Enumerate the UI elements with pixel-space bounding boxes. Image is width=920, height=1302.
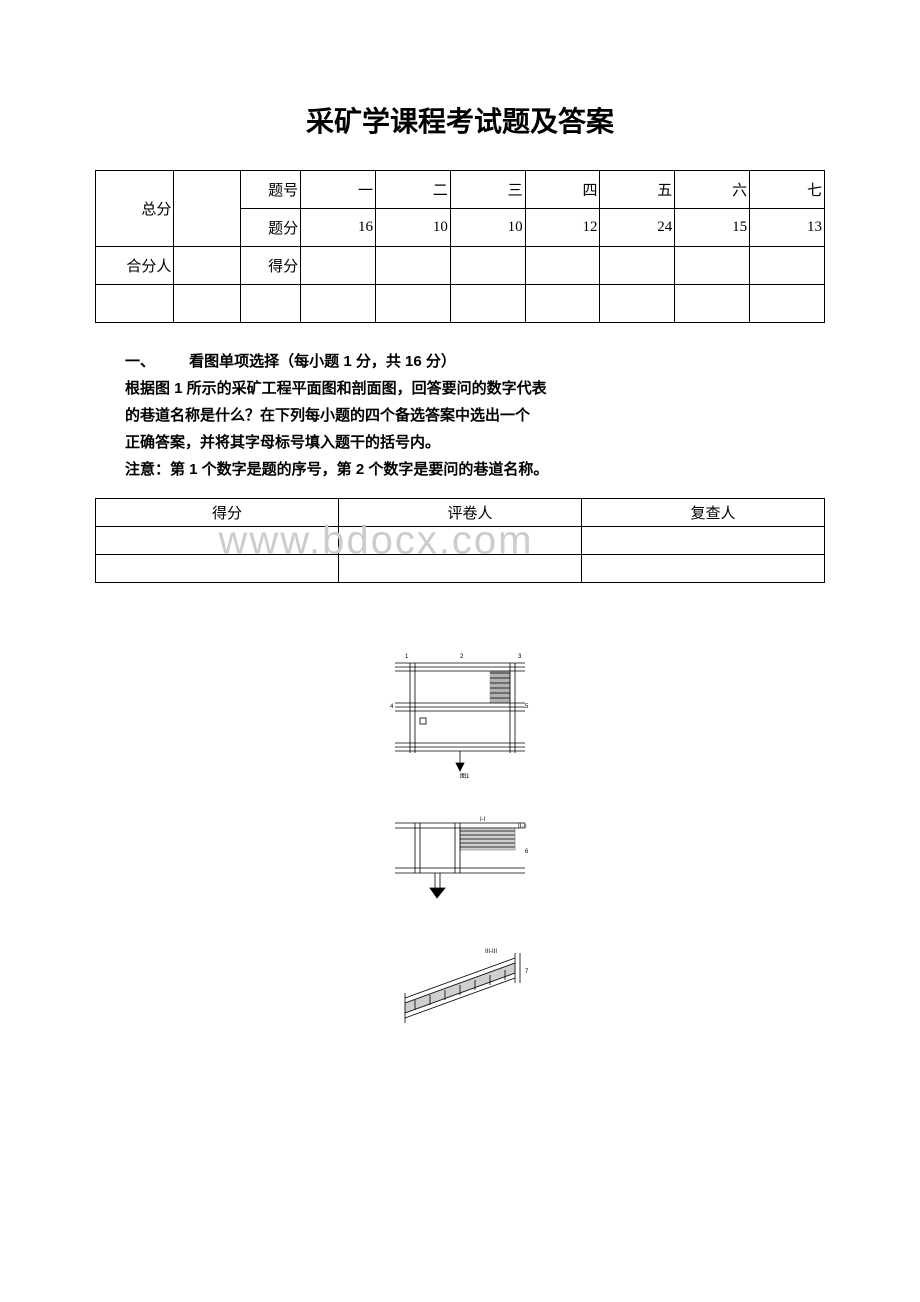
instruction-line: 正确答案，并将其字母标号填入题干的括号内。 xyxy=(125,434,440,451)
score-table: 总分 题号 一 二 三 四 五 六 七 题分 16 10 10 12 24 15… xyxy=(95,170,825,323)
score-cell xyxy=(301,247,376,285)
earned-score-label: 得分 xyxy=(240,247,300,285)
spacer-cell xyxy=(174,171,240,247)
empty-cell xyxy=(582,527,825,555)
score-cell: 16 xyxy=(301,209,376,247)
col-header: 四 xyxy=(525,171,600,209)
section-number: 一、 xyxy=(125,348,185,375)
instructions-block: 一、 看图单项选择（每小题 1 分，共 16 分） 根据图 1 所示的采矿工程平… xyxy=(95,348,825,483)
instruction-line: 根据图 1 所示的采矿工程平面图和剖面图，回答要问的数字代表 xyxy=(125,380,547,397)
empty-cell xyxy=(675,285,750,323)
score-cell: 10 xyxy=(375,209,450,247)
col-header: 七 xyxy=(750,171,825,209)
review-table: 得分 评卷人 复查人 www.bdocx.com xyxy=(95,498,825,583)
svg-text:6: 6 xyxy=(525,849,529,855)
page-title: 采矿学课程考试题及答案 xyxy=(95,100,825,140)
instruction-line: 注意：第 1 个数字是题的序号，第 2 个数字是要问的巷道名称。 xyxy=(125,461,548,478)
empty-cell xyxy=(301,285,376,323)
score-cell xyxy=(525,247,600,285)
empty-cell xyxy=(174,285,240,323)
col-header: 六 xyxy=(675,171,750,209)
empty-cell xyxy=(375,285,450,323)
total-score-label: 总分 xyxy=(96,171,174,247)
reviewer-header: 复查人 xyxy=(582,499,825,527)
empty-cell xyxy=(582,555,825,583)
spacer-cell xyxy=(174,247,240,285)
svg-text:3: 3 xyxy=(518,654,522,660)
question-num-label: 题号 xyxy=(240,171,300,209)
empty-cell xyxy=(339,555,582,583)
instruction-line: 的巷道名称是什么？在下列每小题的四个备选答案中选出一个 xyxy=(125,407,530,424)
table-row xyxy=(96,285,825,323)
empty-cell xyxy=(600,285,675,323)
table-row: 得分 评卷人 复查人 xyxy=(96,499,825,527)
empty-cell xyxy=(450,285,525,323)
svg-text:4: 4 xyxy=(390,704,394,710)
score-cell xyxy=(750,247,825,285)
grader-header: 评卷人 xyxy=(339,499,582,527)
empty-cell: www.bdocx.com xyxy=(96,527,339,555)
score-cell: 12 xyxy=(525,209,600,247)
col-header: 五 xyxy=(600,171,675,209)
svg-text:2: 2 xyxy=(460,654,464,660)
svg-text:7: 7 xyxy=(525,969,529,975)
score-cell: 13 xyxy=(750,209,825,247)
empty-cell xyxy=(750,285,825,323)
diagram-container: 1 2 3 4 5 图1 xyxy=(95,643,825,1028)
col-header: 一 xyxy=(301,171,376,209)
table-row: www.bdocx.com xyxy=(96,527,825,555)
mining-diagram: 1 2 3 4 5 图1 xyxy=(360,643,560,1023)
score-cell xyxy=(375,247,450,285)
empty-cell xyxy=(339,527,582,555)
score-cell: 24 xyxy=(600,209,675,247)
svg-text:I-I: I-I xyxy=(480,817,486,823)
score-cell: 10 xyxy=(450,209,525,247)
table-row: 总分 题号 一 二 三 四 五 六 七 xyxy=(96,171,825,209)
svg-text:1: 1 xyxy=(405,654,409,660)
col-header: 三 xyxy=(450,171,525,209)
score-cell xyxy=(600,247,675,285)
empty-cell xyxy=(525,285,600,323)
svg-text:II-II: II-II xyxy=(518,824,527,830)
empty-cell xyxy=(96,555,339,583)
score-cell xyxy=(675,247,750,285)
svg-text:III-III: III-III xyxy=(485,949,497,955)
empty-cell xyxy=(240,285,300,323)
table-row: 合分人 得分 xyxy=(96,247,825,285)
score-header: 得分 xyxy=(96,499,339,527)
table-row xyxy=(96,555,825,583)
score-cell: 15 xyxy=(675,209,750,247)
grader-label: 合分人 xyxy=(96,247,174,285)
svg-text:5: 5 xyxy=(525,704,529,710)
question-score-label: 题分 xyxy=(240,209,300,247)
col-header: 二 xyxy=(375,171,450,209)
svg-text:图1: 图1 xyxy=(460,773,470,780)
section-title: 看图单项选择（每小题 1 分，共 16 分） xyxy=(189,353,456,370)
empty-cell xyxy=(96,285,174,323)
score-cell xyxy=(450,247,525,285)
